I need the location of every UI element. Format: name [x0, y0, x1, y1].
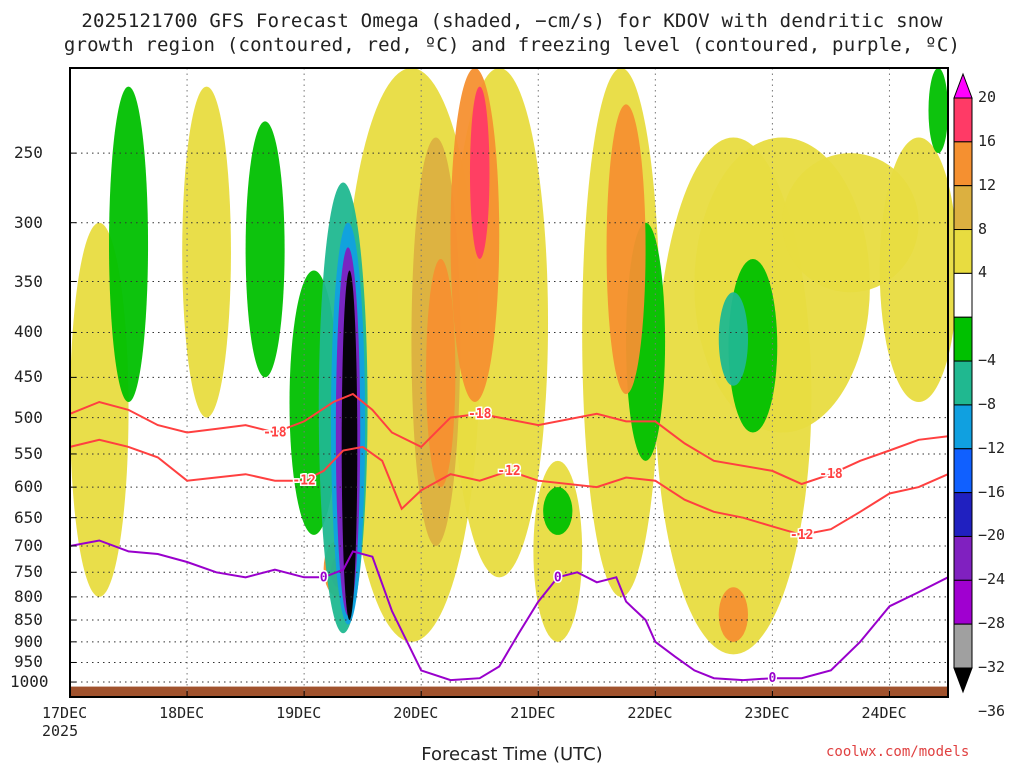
- contour-label-2-2: 0: [768, 671, 776, 686]
- colorbar-bin-13: [953, 623, 973, 669]
- colorbar-label-13: −36: [978, 701, 1006, 720]
- x-tick-label-21DEC: 21DEC: [510, 704, 556, 722]
- contour-label-1-0: -12: [292, 474, 315, 489]
- contour-label-2-1: 0: [554, 570, 562, 585]
- y-tick-label-650: 650: [14, 507, 43, 527]
- contour-line-2: [69, 539, 949, 682]
- y-tick-label-450: 450: [14, 367, 43, 387]
- omega-shade-9: [879, 137, 958, 403]
- colorbar-label-11: −28: [978, 614, 1006, 633]
- y-tick-label-750: 750: [14, 562, 43, 582]
- colorbar-label-3: 8: [978, 219, 988, 238]
- omega-shade-11: [245, 121, 285, 378]
- colorbar-bin-1: [953, 97, 973, 143]
- colorbar-label-12: −32: [978, 658, 1006, 676]
- colorbar-bin-9: [953, 448, 973, 494]
- x-tick-label-22DEC: 22DEC: [627, 704, 673, 722]
- colorbar-bin-7: [953, 360, 973, 406]
- colorbar-label-6: −8: [978, 394, 997, 413]
- omega-shade-18: [426, 259, 456, 488]
- colorbar-bin-11: [953, 535, 973, 581]
- chart-subtitle: growth region (contoured, red, ºC) and f…: [63, 34, 961, 56]
- omega-shade-29: [341, 270, 358, 621]
- credit-link[interactable]: coolwx.com/models: [826, 744, 970, 760]
- colorbar-label-10: −24: [978, 570, 1006, 589]
- y-tick-label-950: 950: [14, 652, 43, 672]
- y-tick-label-850: 850: [14, 610, 43, 630]
- contour-label-1-1: -12: [497, 464, 520, 479]
- colorbar-top-arrow: [953, 72, 973, 99]
- x-tick-label-18DEC: 18DEC: [159, 704, 205, 722]
- colorbar-label-7: −12: [978, 438, 1006, 457]
- omega-shade-20: [469, 86, 490, 260]
- x-year-label: 2025: [42, 722, 79, 740]
- omega-shade-1: [182, 86, 231, 418]
- omega-shade-16: [543, 487, 573, 535]
- colorbar-label-0: 20: [978, 88, 997, 106]
- colorbar-bin-8: [953, 404, 973, 450]
- y-tick-label-700: 700: [14, 535, 43, 555]
- y-tick-label-550: 550: [14, 443, 43, 463]
- colorbar-label-8: −16: [978, 482, 1006, 501]
- omega-shade-10: [109, 86, 149, 403]
- colorbar-bin-2: [953, 141, 973, 187]
- y-tick-label-1000: 1000: [10, 672, 49, 692]
- omega-shade-24: [718, 587, 749, 642]
- colorbar-label-4: 4: [978, 263, 988, 282]
- colorbar-bin-10: [953, 492, 973, 537]
- chart-title: 2025121700 GFS Forecast Omega (shaded, −…: [81, 10, 943, 32]
- plot-frame: [69, 67, 949, 698]
- colorbar-bin-5: [953, 272, 973, 318]
- colorbar-bottom-arrow: [953, 667, 973, 694]
- y-tick-label-350: 350: [14, 271, 43, 291]
- x-tick-label-24DEC: 24DEC: [861, 704, 907, 722]
- x-tick-label-17DEC: 17DEC: [42, 704, 88, 722]
- y-tick-label-900: 900: [14, 631, 43, 651]
- x-axis-title: Forecast Time (UTC): [421, 744, 603, 765]
- contour-label-1-2: -12: [790, 528, 813, 543]
- colorbar-label-5: −4: [978, 351, 997, 370]
- x-tick-label-19DEC: 19DEC: [276, 704, 322, 722]
- y-tick-label-400: 400: [14, 322, 43, 342]
- y-tick-label-250: 250: [14, 143, 43, 163]
- contour-line-0: [69, 392, 949, 486]
- colorbar-bin-4: [953, 229, 973, 274]
- omega-shade-15: [928, 68, 948, 154]
- colorbar-bin-6: [953, 316, 973, 362]
- contour-label-0-0: -18: [263, 426, 287, 441]
- contour-label-0-1: -18: [468, 407, 492, 422]
- contour-line-1: [69, 438, 949, 536]
- colorbar-label-9: −20: [978, 526, 1006, 545]
- contour-label-0-2: -18: [819, 467, 843, 482]
- x-tick-label-20DEC: 20DEC: [393, 704, 439, 722]
- colorbar-label-1: 16: [978, 131, 997, 150]
- x-tick-label-23DEC: 23DEC: [744, 704, 790, 722]
- omega-shade-21: [606, 104, 646, 394]
- y-tick-label-600: 600: [14, 477, 43, 497]
- omega-shade-28: [718, 292, 749, 386]
- y-tick-label-500: 500: [14, 407, 43, 427]
- colorbar-label-2: 12: [978, 175, 997, 194]
- y-tick-label-800: 800: [14, 586, 43, 606]
- y-tick-label-300: 300: [14, 212, 43, 232]
- contour-label-2-0: 0: [320, 570, 328, 585]
- colorbar-bin-12: [953, 579, 973, 625]
- colorbar-bin-3: [953, 185, 973, 231]
- ground-terrain: [70, 686, 948, 697]
